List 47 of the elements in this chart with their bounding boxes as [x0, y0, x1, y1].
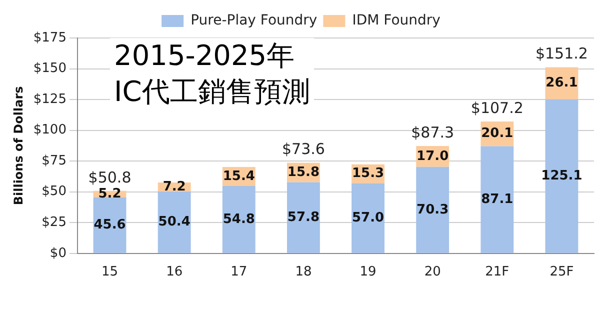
- x-tick-label: 16: [166, 264, 183, 280]
- y-tick-label: $150: [33, 61, 66, 76]
- bar: [158, 191, 191, 253]
- data-label: 17.0: [416, 148, 449, 164]
- data-label: 20.1: [481, 126, 514, 142]
- data-label: 50.4: [158, 214, 190, 230]
- data-label: 45.6: [94, 217, 126, 232]
- data-label: 54.8: [222, 212, 255, 227]
- y-tick-label: $25: [42, 215, 66, 230]
- data-label: 15.8: [287, 164, 320, 180]
- total-label: $151.2: [535, 44, 588, 63]
- x-tick-label: 18: [295, 264, 312, 280]
- data-label: 57.0: [352, 210, 384, 226]
- x-tick-label: 20: [424, 264, 441, 280]
- bar: [222, 186, 256, 253]
- data-label: 5.2: [98, 186, 122, 202]
- data-label: 26.1: [546, 76, 578, 91]
- x-tick-label: 17: [230, 264, 248, 280]
- y-tick-label: $50: [42, 184, 66, 200]
- y-tick-label: $100: [33, 122, 66, 138]
- data-label: 57.8: [287, 210, 320, 225]
- data-label: 70.3: [416, 202, 449, 218]
- y-tick-label: $75: [42, 153, 66, 168]
- data-label: 7.2: [162, 179, 186, 194]
- bar: [416, 166, 450, 253]
- x-tick-label: 15: [101, 264, 118, 280]
- x-tick-label: 21F: [485, 264, 510, 280]
- y-axis-title: Billions of Dollars: [11, 86, 26, 206]
- y-tick-label: $125: [33, 92, 66, 107]
- data-label: 87.1: [481, 192, 514, 207]
- data-label: 15.3: [352, 166, 384, 182]
- bar: [286, 182, 320, 253]
- data-label: 15.4: [222, 168, 255, 184]
- bar: [480, 146, 514, 253]
- total-label: $107.2: [470, 98, 524, 117]
- data-label: 125.1: [541, 168, 582, 184]
- y-tick-label: $175: [33, 30, 66, 46]
- y-tick-label: $0: [50, 246, 66, 261]
- total-label: $73.6: [282, 140, 325, 158]
- legend-label: Pure-Play Foundry: [190, 12, 318, 29]
- bar: [352, 183, 384, 253]
- total-label: $50.8: [88, 168, 132, 186]
- legend-label: IDM Foundry: [352, 12, 440, 29]
- x-tick-label: 19: [360, 264, 376, 280]
- x-tick-label: 25F: [550, 264, 574, 280]
- total-label: $87.3: [411, 123, 454, 142]
- text: 2015-2025年 IC代工銷售預測: [114, 38, 310, 110]
